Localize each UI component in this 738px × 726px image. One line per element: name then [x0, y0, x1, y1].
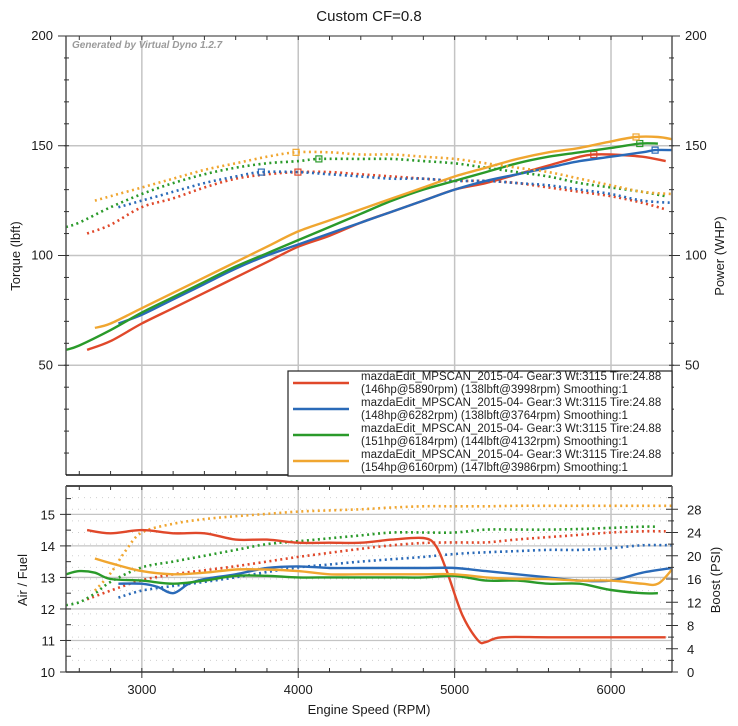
afr-line-4 [94, 557, 673, 587]
legend-detail-2: (148hp@6282rpm) (138lbft@3764rpm) Smooth… [361, 410, 628, 422]
power-tick-label: 100 [685, 248, 707, 263]
boost-line-1 [86, 529, 666, 601]
legend: mazdaEdit_MPSCAN_2015-04- Gear:3 Wt:3115… [287, 370, 673, 477]
chart-title: Custom CF=0.8 [316, 8, 421, 25]
torque-line-1 [86, 170, 667, 235]
torque-tick-label: 100 [31, 248, 53, 263]
legend-detail-3: (151hp@6184rpm) (144lbft@4132rpm) Smooth… [361, 436, 628, 448]
torque-line-4 [94, 150, 673, 202]
legend-detail-4: (154hp@6160rpm) (147lbft@3986rpm) Smooth… [361, 462, 628, 474]
boost-axis-title: Boost (PSI) [708, 547, 723, 613]
x-tick-label: 4000 [284, 682, 313, 697]
boost-tick-label: 28 [687, 502, 701, 517]
boost-line-4 [93, 504, 672, 592]
x-tick-label: 6000 [597, 682, 626, 697]
top-plot-grid [66, 36, 672, 475]
top-plot-axes: 50 100 150 200 50 100 150 200 [31, 28, 707, 476]
torque-peak-marker-4 [292, 148, 300, 156]
boost-tick-label: 20 [687, 549, 701, 564]
afr-tick-label: 14 [41, 539, 55, 554]
boost-tick-label: 0 [687, 665, 694, 680]
afr-line-1 [86, 528, 666, 645]
x-tick-label: 3000 [127, 682, 156, 697]
power-peak-marker-3 [636, 139, 644, 148]
power-line-4 [94, 135, 673, 330]
power-peak-marker-2 [651, 146, 659, 154]
boost-tick-label: 24 [687, 526, 701, 541]
legend-label-4: mazdaEdit_MPSCAN_2015-04- Gear:3 Wt:3115… [361, 449, 661, 461]
watermark: Generated by Virtual Dyno 1.2.7 [72, 40, 223, 51]
torque-peak-marker-3 [315, 155, 323, 163]
afr-tick-label: 13 [41, 570, 55, 585]
torque-peak-marker-2 [257, 168, 265, 176]
x-tick-label: 5000 [440, 682, 469, 697]
torque-axis-title: Torque (lbft) [8, 221, 23, 290]
afr-tick-label: 15 [41, 507, 55, 522]
power-tick-label: 150 [685, 138, 707, 153]
legend-label-2: mazdaEdit_MPSCAN_2015-04- Gear:3 Wt:3115… [361, 397, 661, 409]
boost-line-3 [65, 525, 658, 607]
torque-line-3 [65, 157, 666, 229]
top-plot-series [65, 133, 673, 352]
torque-tick-label: 50 [39, 357, 53, 372]
torque-tick-label: 150 [31, 138, 53, 153]
power-tick-label: 50 [685, 357, 699, 372]
legend-box [287, 370, 673, 477]
power-axis-title: Power (WHP) [712, 216, 727, 295]
bottom-plot-series [65, 504, 673, 645]
afr-tick-label: 10 [41, 665, 55, 680]
torque-tick-label: 200 [31, 28, 53, 43]
bottom-plot-axes: 3000 4000 5000 6000 10 11 12 13 14 15 0 4 8 12 16 20 24 2… [41, 485, 701, 697]
legend-label-3: mazdaEdit_MPSCAN_2015-04- Gear:3 Wt:3115… [361, 423, 661, 435]
power-peak-marker-4 [632, 133, 640, 141]
boost-tick-label: 12 [687, 595, 701, 610]
boost-tick-label: 4 [687, 642, 694, 657]
boost-tick-label: 16 [687, 572, 701, 587]
power-tick-label: 200 [685, 28, 707, 43]
afr-tick-label: 12 [41, 602, 55, 617]
torque-peak-marker-1 [294, 168, 302, 176]
x-axis-title: Engine Speed (RPM) [308, 702, 431, 717]
afr-line-3 [65, 569, 658, 595]
boost-line-2 [118, 543, 673, 599]
afr-tick-label: 11 [42, 633, 56, 648]
boost-tick-label: 8 [687, 619, 694, 634]
afr-axis-title: Air / Fuel [15, 554, 30, 606]
power-line-3 [65, 142, 658, 352]
power-line-2 [117, 148, 673, 325]
torque-line-2 [118, 170, 673, 209]
legend-label-1: mazdaEdit_MPSCAN_2015-04- Gear:3 Wt:3115… [361, 371, 661, 383]
legend-detail-1: (146hp@5890rpm) (138lbft@3998rpm) Smooth… [361, 384, 628, 396]
